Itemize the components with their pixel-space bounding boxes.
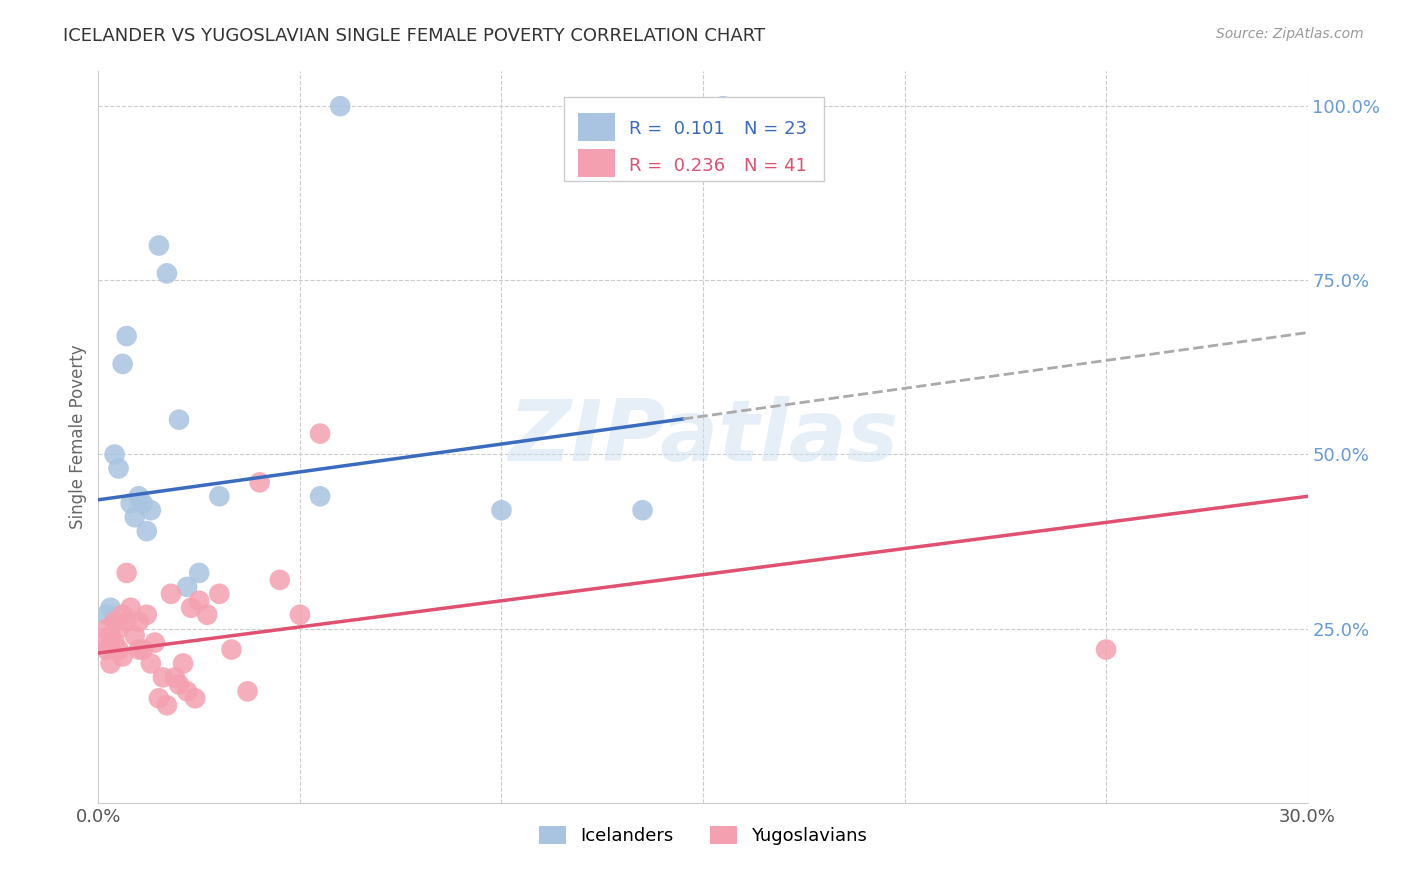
Point: [111, 649, 134, 664]
FancyBboxPatch shape: [578, 113, 614, 141]
Point: [107, 622, 129, 636]
Point: [107, 642, 129, 657]
Point: [236, 684, 259, 698]
Point: [180, 600, 202, 615]
Point: [103, 448, 125, 462]
Y-axis label: Single Female Poverty: Single Female Poverty: [69, 345, 87, 529]
Point: [135, 607, 157, 622]
Point: [148, 238, 170, 252]
Point: [91, 635, 114, 649]
Point: [128, 642, 150, 657]
Point: [139, 657, 162, 671]
Point: [195, 607, 218, 622]
Point: [167, 412, 190, 426]
Point: [152, 670, 174, 684]
Point: [288, 607, 311, 622]
Point: [631, 503, 654, 517]
FancyBboxPatch shape: [564, 97, 824, 181]
Point: [172, 657, 194, 671]
Point: [96, 607, 118, 622]
Point: [100, 600, 122, 615]
Point: [184, 691, 207, 706]
Point: [188, 566, 211, 580]
Point: [221, 642, 243, 657]
Point: [309, 489, 332, 503]
Text: ZIPatlas: ZIPatlas: [508, 395, 898, 479]
Point: [120, 496, 142, 510]
Point: [128, 489, 150, 503]
Text: R =  0.236: R = 0.236: [630, 157, 725, 175]
Text: N = 41: N = 41: [744, 157, 807, 175]
Point: [176, 684, 198, 698]
Legend: Icelanders, Yugoslavians: Icelanders, Yugoslavians: [531, 819, 875, 852]
Point: [103, 635, 125, 649]
Point: [139, 503, 162, 517]
Point: [711, 99, 734, 113]
Text: Source: ZipAtlas.com: Source: ZipAtlas.com: [1216, 27, 1364, 41]
FancyBboxPatch shape: [578, 149, 614, 177]
Point: [132, 642, 155, 657]
Point: [269, 573, 291, 587]
Point: [132, 496, 155, 510]
Point: [167, 677, 190, 691]
Text: R =  0.101: R = 0.101: [630, 120, 725, 138]
Point: [156, 266, 179, 280]
Point: [100, 629, 122, 643]
Point: [163, 670, 186, 684]
Point: [160, 587, 183, 601]
Point: [148, 691, 170, 706]
Point: [111, 607, 134, 622]
Point: [124, 510, 146, 524]
Text: ICELANDER VS YUGOSLAVIAN SINGLE FEMALE POVERTY CORRELATION CHART: ICELANDER VS YUGOSLAVIAN SINGLE FEMALE P…: [63, 27, 765, 45]
Point: [96, 622, 118, 636]
Point: [143, 635, 166, 649]
Point: [491, 503, 513, 517]
Point: [115, 566, 138, 580]
Point: [128, 615, 150, 629]
Point: [188, 594, 211, 608]
Point: [135, 524, 157, 538]
Point: [208, 587, 231, 601]
Point: [115, 615, 138, 629]
Point: [96, 642, 118, 657]
Point: [100, 657, 122, 671]
Point: [124, 629, 146, 643]
Point: [103, 615, 125, 629]
Point: [120, 600, 142, 615]
Point: [111, 357, 134, 371]
Point: [176, 580, 198, 594]
Point: [156, 698, 179, 713]
Point: [208, 489, 231, 503]
Point: [115, 329, 138, 343]
Point: [107, 461, 129, 475]
Point: [1095, 642, 1118, 657]
Point: [309, 426, 332, 441]
Text: N = 23: N = 23: [744, 120, 807, 138]
Point: [329, 99, 352, 113]
Point: [249, 475, 271, 490]
